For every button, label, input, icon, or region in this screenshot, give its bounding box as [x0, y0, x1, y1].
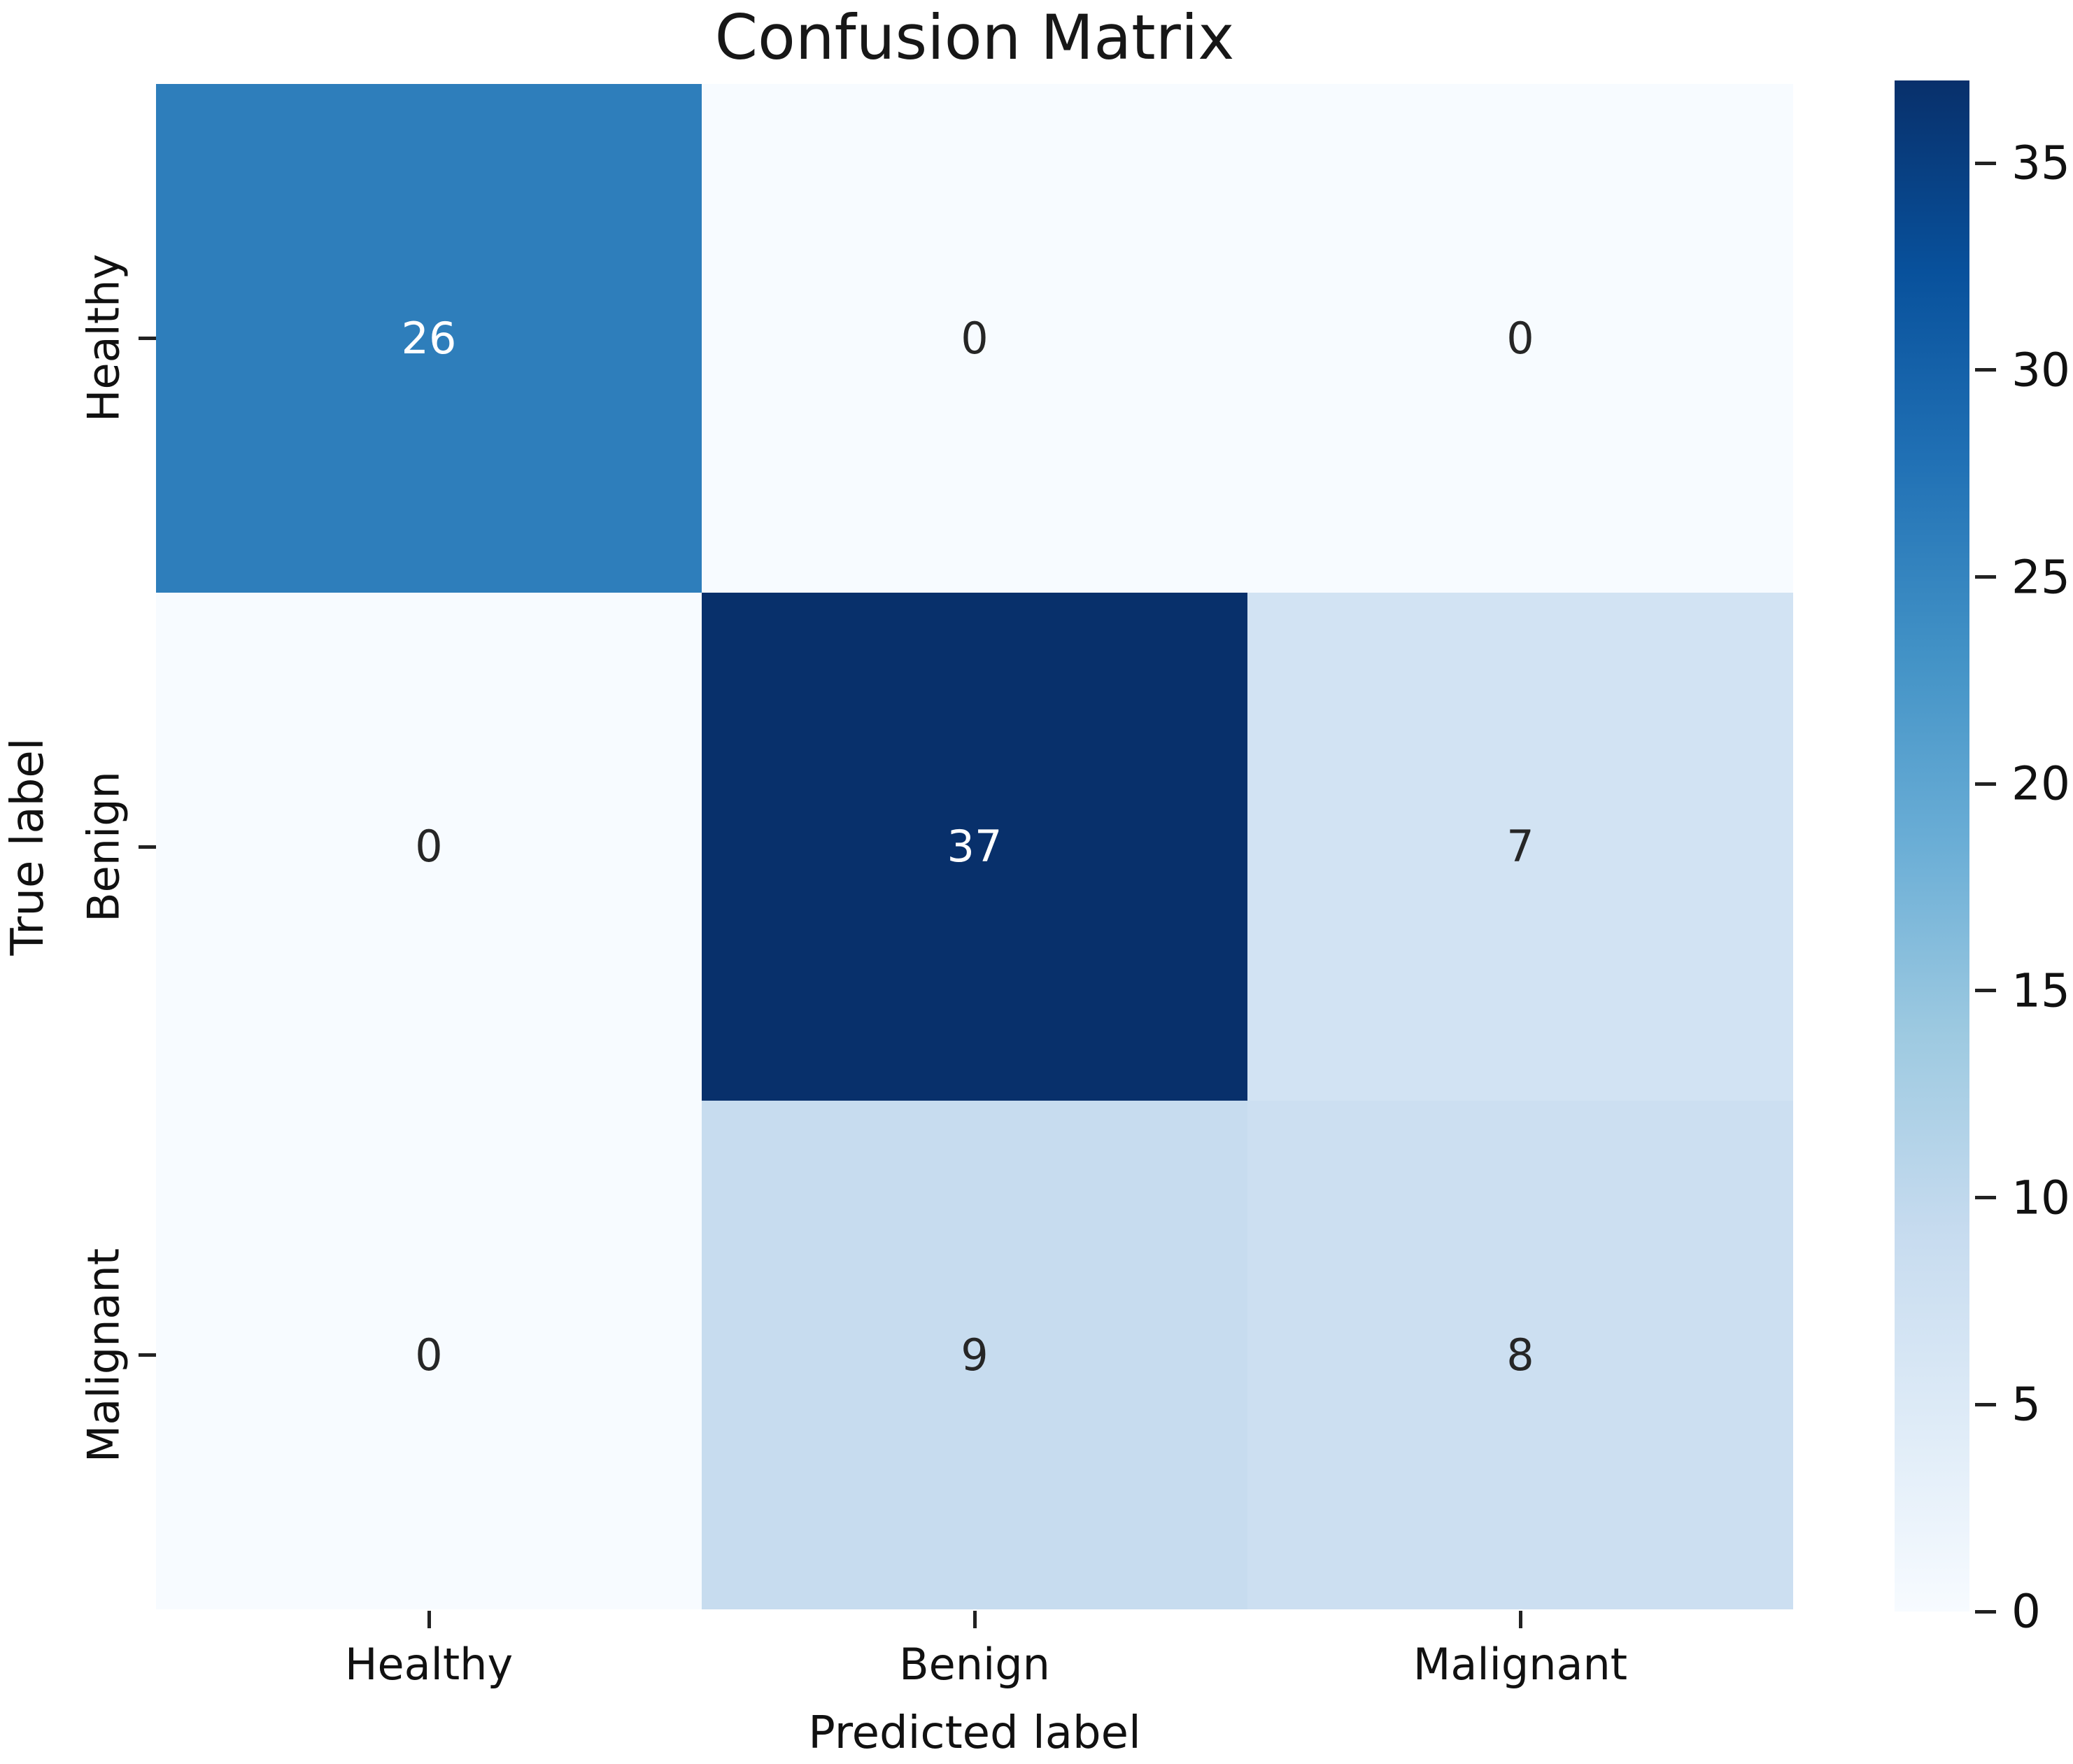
- y-tick-label-healthy: Healthy: [78, 254, 129, 423]
- colorbar-tick-label-35: 35: [2011, 136, 2070, 190]
- y-axis-label: True label: [2, 738, 54, 956]
- heatmap-cell-r2c2: 8: [1247, 1101, 1793, 1609]
- x-tick-mark: [972, 1611, 977, 1628]
- colorbar-tick-label-10: 10: [2011, 1171, 2070, 1225]
- colorbar-tick-label-30: 30: [2011, 343, 2070, 397]
- colorbar-tick-mark: [1975, 575, 1996, 579]
- y-tick-label-malignant: Malignant: [78, 1248, 129, 1462]
- colorbar-tick-mark: [1975, 989, 1996, 993]
- colorbar-tick-label-20: 20: [2011, 756, 2070, 811]
- x-tick-label-benign: Benign: [899, 1639, 1050, 1690]
- x-tick-label-healthy: Healthy: [344, 1639, 514, 1690]
- x-tick-mark: [427, 1611, 431, 1628]
- cell-value: 9: [961, 1329, 989, 1381]
- cell-value: 0: [415, 1329, 443, 1381]
- cell-value: 0: [1506, 312, 1534, 364]
- colorbar-tick-mark: [1975, 1402, 1996, 1406]
- cell-value: 37: [947, 821, 1003, 873]
- y-tick-mark: [139, 1353, 156, 1357]
- x-tick-label-malignant: Malignant: [1413, 1639, 1628, 1690]
- heatmap-cell-r2c1: 9: [702, 1101, 1247, 1609]
- y-tick-label-benign: Benign: [78, 771, 129, 922]
- x-axis-label: Predicted label: [808, 1707, 1141, 1759]
- heatmap-cell-r0c0: 26: [156, 84, 702, 593]
- heatmap-cell-r1c1: 37: [702, 592, 1247, 1101]
- cell-value: 26: [401, 312, 457, 364]
- colorbar-tick-mark: [1975, 1196, 1996, 1200]
- x-tick-mark: [1518, 1611, 1522, 1628]
- colorbar-tick-label-25: 25: [2011, 550, 2070, 605]
- heatmap-cell-r1c0: 0: [156, 592, 702, 1101]
- heatmap-cell-r2c0: 0: [156, 1101, 702, 1609]
- colorbar-tick-mark: [1975, 368, 1996, 372]
- y-tick-mark: [139, 845, 156, 849]
- colorbar-tick-mark: [1975, 1609, 1996, 1614]
- colorbar-tick-mark: [1975, 782, 1996, 786]
- cell-value: 8: [1506, 1329, 1534, 1381]
- heatmap-cell-r1c2: 7: [1247, 592, 1793, 1101]
- cell-value: 0: [961, 312, 989, 364]
- colorbar: [1895, 80, 1969, 1611]
- chart-title: Confusion Matrix: [714, 1, 1235, 73]
- colorbar-tick-mark: [1975, 161, 1996, 165]
- colorbar-tick-label-0: 0: [2011, 1584, 2041, 1639]
- heatmap-cell-r0c2: 0: [1247, 84, 1793, 593]
- colorbar-tick-label-15: 15: [2011, 964, 2070, 1018]
- heatmap-cell-r0c1: 0: [702, 84, 1247, 593]
- cell-value: 7: [1506, 821, 1534, 873]
- colorbar-tick-label-5: 5: [2011, 1377, 2041, 1432]
- y-tick-mark: [139, 336, 156, 340]
- cell-value: 0: [415, 821, 443, 873]
